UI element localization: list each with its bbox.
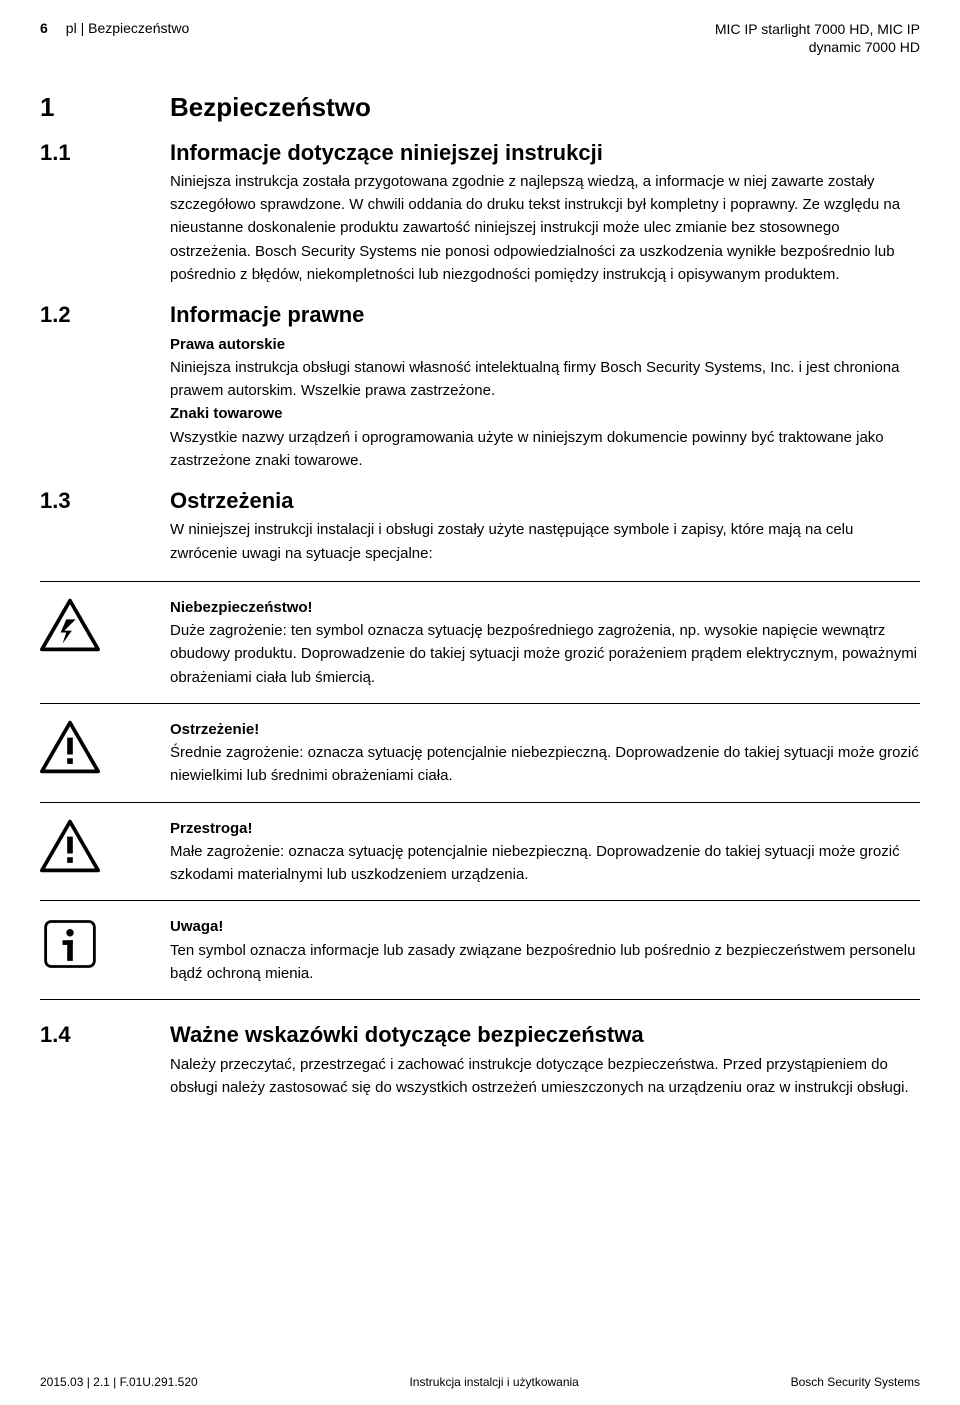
product-line-2: dynamic 7000 HD: [715, 38, 920, 56]
section-1-2-title: Informacje prawne: [170, 302, 364, 328]
footer-left: 2015.03 | 2.1 | F.01U.291.520: [40, 1375, 198, 1389]
danger-body: Duże zagrożenie: ten symbol oznacza sytu…: [170, 622, 917, 686]
notice-title: Uwaga!: [170, 918, 223, 935]
product-line-1: MIC IP starlight 7000 HD, MIC IP: [715, 20, 920, 38]
section-1-num: 1: [40, 92, 170, 123]
section-1-3-num: 1.3: [40, 488, 170, 514]
section-1-title: Bezpieczeństwo: [170, 92, 371, 123]
section-1-row: 1 Bezpieczeństwo: [40, 92, 920, 123]
page-footer: 2015.03 | 2.1 | F.01U.291.520 Instrukcja…: [40, 1375, 920, 1389]
trademarks-heading: Znaki towarowe: [170, 405, 283, 422]
notice-text: Uwaga! Ten symbol oznacza informacje lub…: [170, 915, 920, 985]
warning-title: Ostrzeżenie!: [170, 721, 259, 738]
copyright-heading: Prawa autorskie: [170, 336, 285, 353]
header-left: 6 pl | Bezpieczeństwo: [40, 20, 189, 36]
page-header: 6 pl | Bezpieczeństwo MIC IP starlight 7…: [40, 20, 920, 56]
section-1-1-num: 1.1: [40, 140, 170, 166]
section-1-4-row: 1.4 Ważne wskazówki dotyczące bezpieczeń…: [40, 1022, 920, 1048]
section-1-1-row: 1.1 Informacje dotyczące niniejszej inst…: [40, 140, 920, 166]
copyright-body: Niniejsza instrukcja obsługi stanowi wła…: [170, 359, 899, 399]
caution-text: Przestroga! Małe zagrożenie: oznacza syt…: [170, 817, 920, 887]
section-1-2-body: Prawa autorskie Niniejsza instrukcja obs…: [170, 333, 920, 473]
notice-body: Ten symbol oznacza informacje lub zasady…: [170, 942, 915, 982]
breadcrumb: pl | Bezpieczeństwo: [66, 20, 189, 36]
caution-icon: [40, 817, 170, 873]
warning-body: Średnie zagrożenie: oznacza sytuację pot…: [170, 744, 919, 784]
section-1-3-intro: W niniejszej instrukcji instalacji i obs…: [170, 518, 920, 565]
header-right: MIC IP starlight 7000 HD, MIC IP dynamic…: [715, 20, 920, 56]
section-1-1-title: Informacje dotyczące niniejszej instrukc…: [170, 140, 603, 166]
danger-title: Niebezpieczeństwo!: [170, 599, 313, 616]
footer-center: Instrukcja instalcji i użytkowania: [409, 1375, 578, 1389]
caution-body: Małe zagrożenie: oznacza sytuację potenc…: [170, 843, 900, 883]
footer-right: Bosch Security Systems: [791, 1375, 920, 1389]
section-1-4-body: Należy przeczytać, przestrzegać i zachow…: [170, 1053, 920, 1100]
warning-notice: Uwaga! Ten symbol oznacza informacje lub…: [40, 900, 920, 1000]
notice-icon: [40, 915, 170, 971]
warning-warning: Ostrzeżenie! Średnie zagrożenie: oznacza…: [40, 703, 920, 802]
section-1-4-num: 1.4: [40, 1022, 170, 1048]
warning-caution: Przestroga! Małe zagrożenie: oznacza syt…: [40, 802, 920, 901]
danger-icon: [40, 596, 170, 652]
trademarks-body: Wszystkie nazwy urządzeń i oprogramowani…: [170, 429, 884, 469]
caution-title: Przestroga!: [170, 820, 253, 837]
page-number: 6: [40, 20, 48, 36]
section-1-4-title: Ważne wskazówki dotyczące bezpieczeństwa: [170, 1022, 644, 1048]
warning-text: Ostrzeżenie! Średnie zagrożenie: oznacza…: [170, 718, 920, 788]
section-1-3-row: 1.3 Ostrzeżenia: [40, 488, 920, 514]
section-1-3-title: Ostrzeżenia: [170, 488, 294, 514]
section-1-2-row: 1.2 Informacje prawne: [40, 302, 920, 328]
warning-icon: [40, 718, 170, 774]
warning-danger: Niebezpieczeństwo! Duże zagrożenie: ten …: [40, 581, 920, 703]
section-1-1-body: Niniejsza instrukcja została przygotowan…: [170, 170, 920, 286]
danger-text: Niebezpieczeństwo! Duże zagrożenie: ten …: [170, 596, 920, 689]
section-1-2-num: 1.2: [40, 302, 170, 328]
